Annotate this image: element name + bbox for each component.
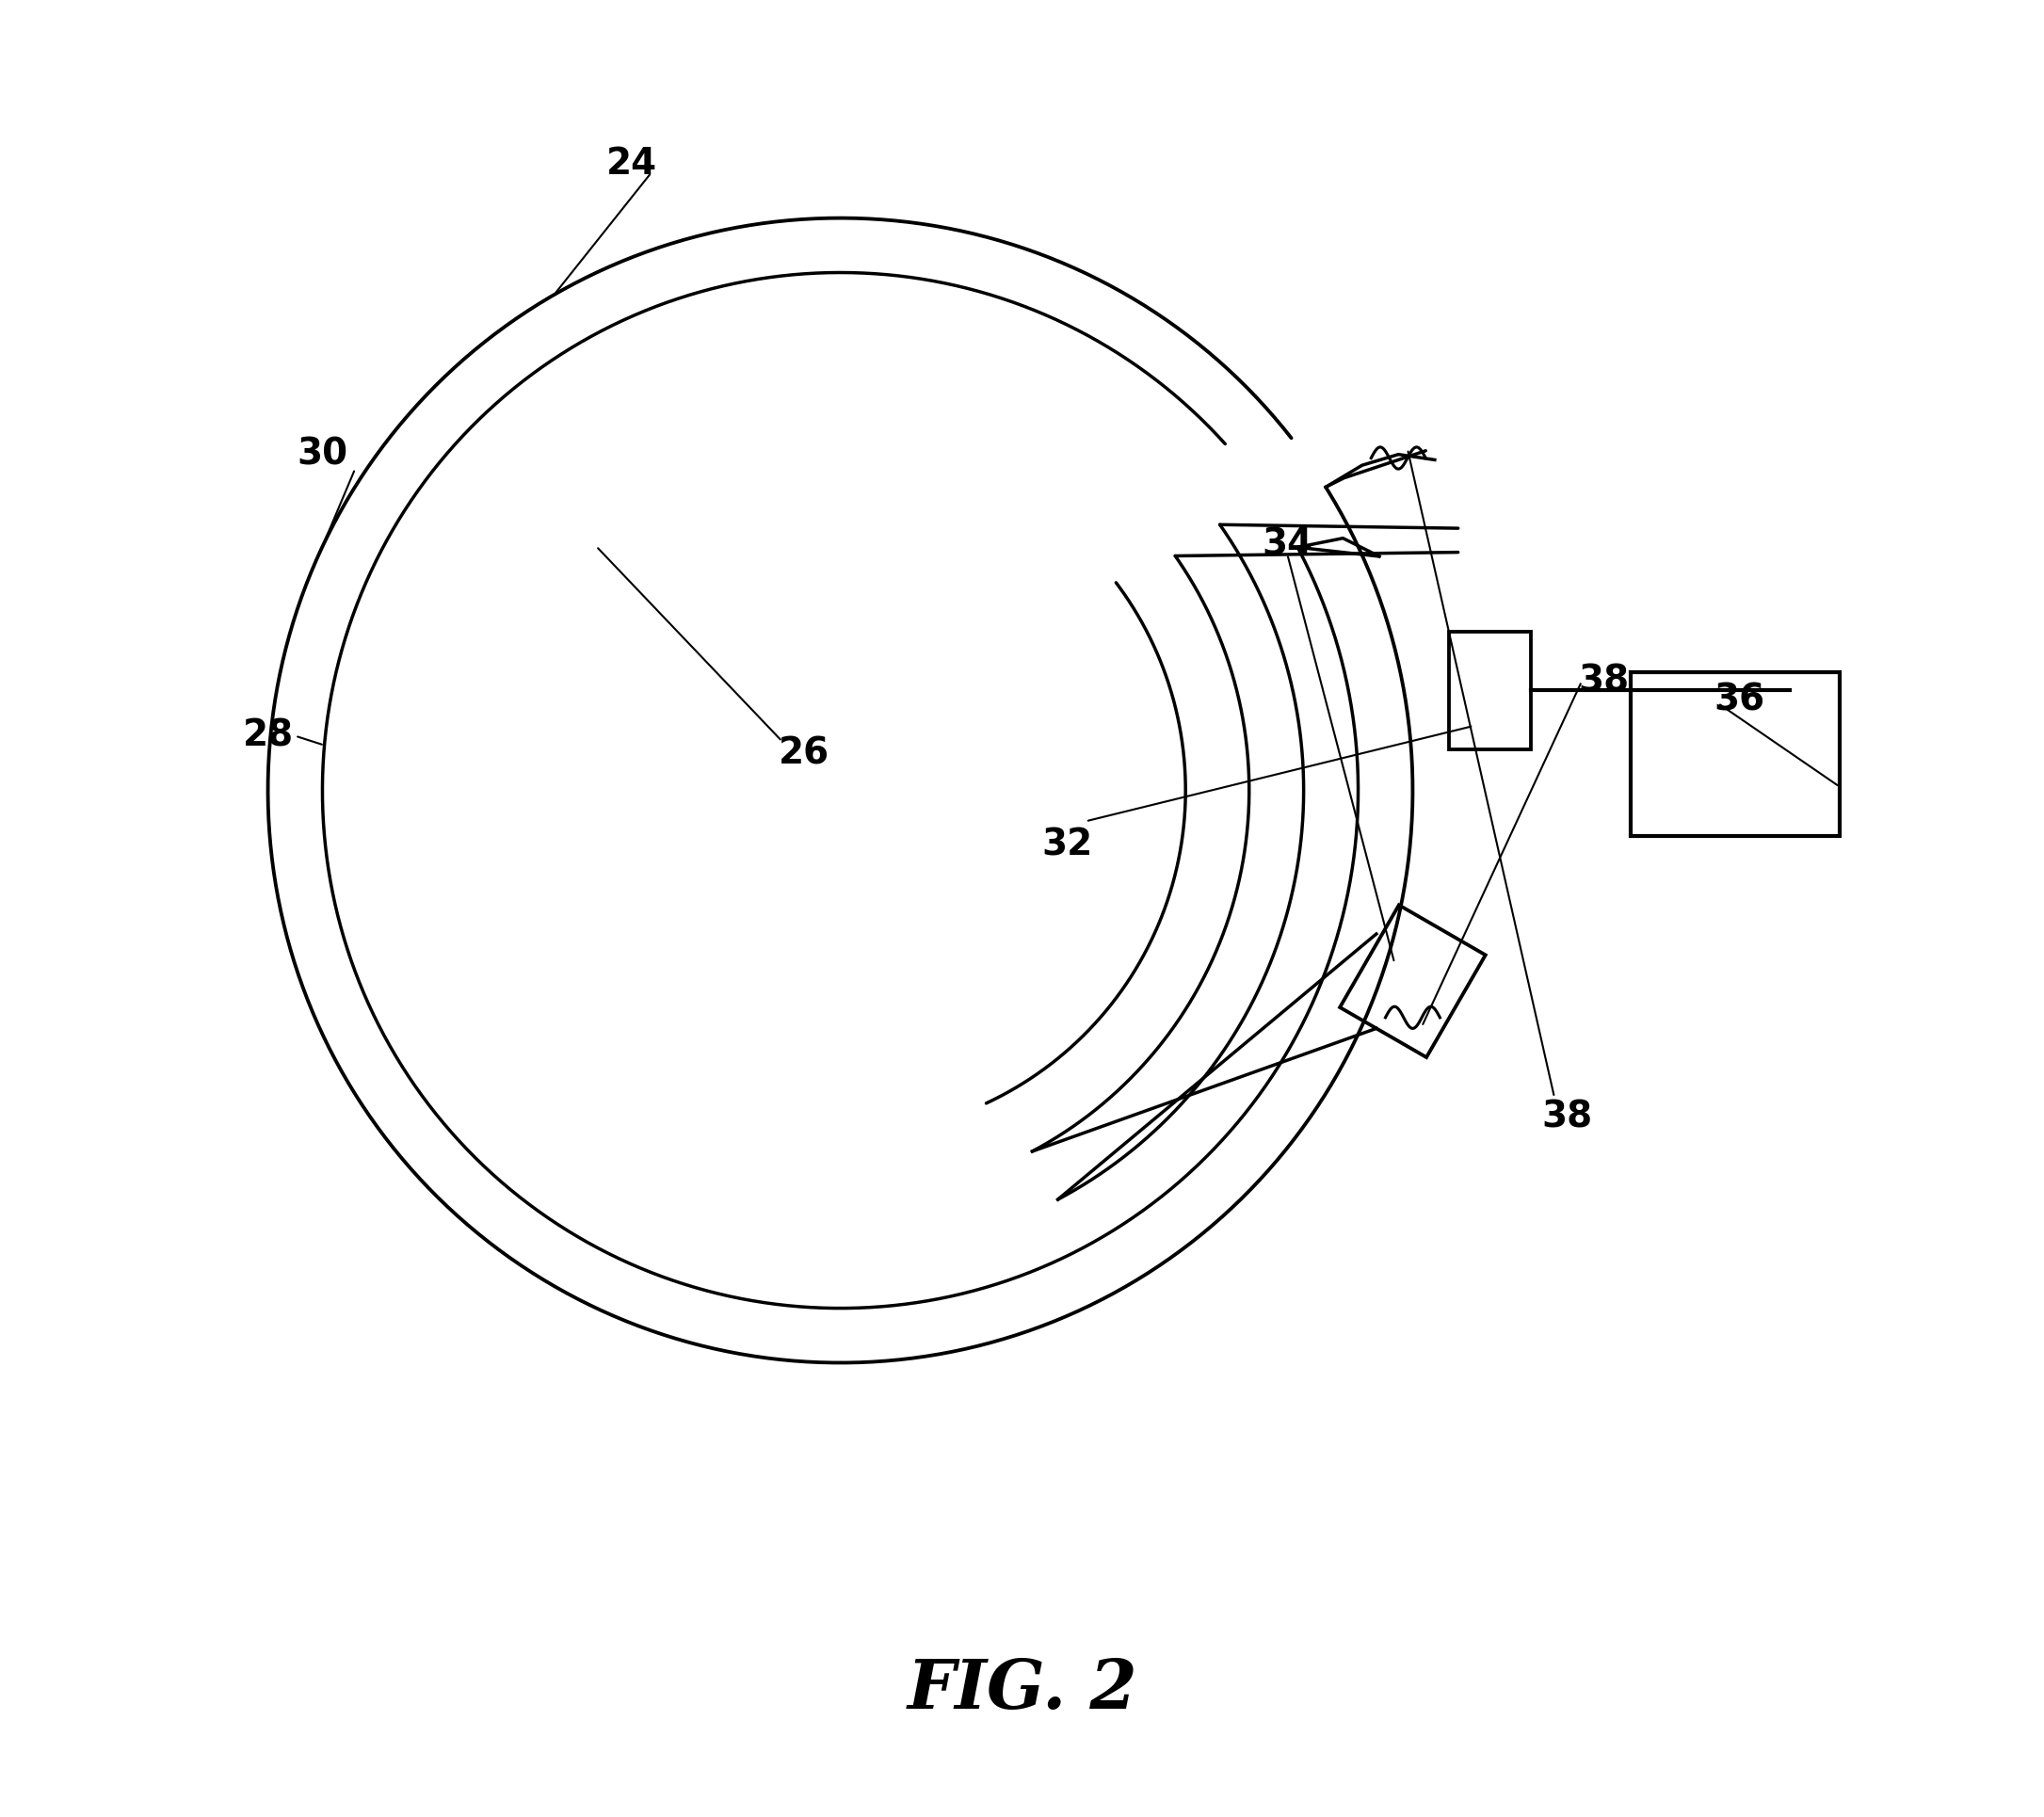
Text: 34: 34: [1261, 527, 1312, 563]
Text: FIG. 2: FIG. 2: [908, 1657, 1136, 1723]
Bar: [1341, 905, 1486, 1057]
Text: 32: 32: [1042, 827, 1094, 863]
Text: 30: 30: [296, 436, 347, 472]
Text: 36: 36: [1715, 681, 1766, 718]
Bar: [1631, 672, 1840, 836]
Bar: [1449, 632, 1531, 749]
Text: 24: 24: [605, 145, 656, 182]
Text: 26: 26: [779, 736, 830, 772]
Text: 38: 38: [1541, 1099, 1592, 1136]
Text: 38: 38: [1578, 663, 1629, 700]
Text: 28: 28: [243, 718, 294, 754]
